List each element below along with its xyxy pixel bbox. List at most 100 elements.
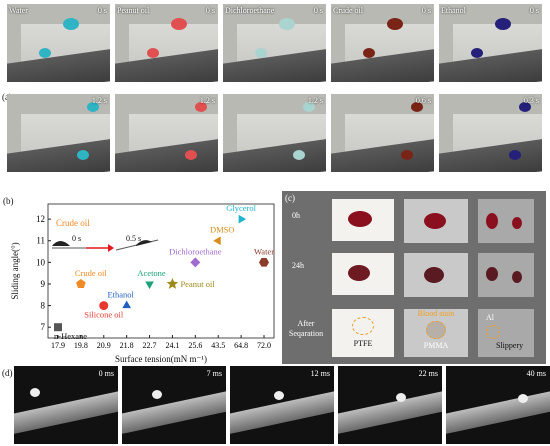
point-silicone-oil (99, 301, 109, 311)
droplet (396, 392, 406, 402)
x-tick-label: 20.9 (97, 341, 111, 350)
y-tick-label: 8 (41, 301, 46, 311)
blood-stain-label: Blood stain (417, 309, 455, 318)
point-dmso (213, 236, 221, 246)
liquid-label: Water (9, 6, 28, 15)
point-dichloroethane (190, 257, 201, 268)
point-n-hexane (54, 323, 62, 332)
droplet (518, 394, 528, 403)
tile-top-3: Crude oil 0 s (331, 4, 434, 82)
row-label-24h: 24h (292, 261, 304, 270)
inset-time-end: 0.5 s (126, 234, 141, 243)
time-label: 0.3 s (523, 96, 539, 105)
inset-image: Crude oil 0 s 0.5 s (52, 218, 159, 252)
al-after: Al Slippery (478, 309, 534, 357)
label-dichloroethane: Dichloroethane (169, 246, 222, 256)
y-tick-label: 7 (41, 322, 46, 332)
inset-arrow-head (108, 244, 114, 252)
al-24h (478, 253, 534, 297)
y-tick-label: 10 (36, 257, 46, 267)
frame-time: 40 ms (526, 369, 546, 378)
row-label-0h: 0h (292, 211, 300, 220)
sliding-angle-chart: 7 8 9 10 11 12 17.9 19.8 20.9 21.8 22.7 24.1 25.6 43… (10, 203, 275, 364)
point-ethanol (122, 300, 131, 309)
panel-c-photo-grid: 0h 24h After Seqaration PTFE Blood stain… (282, 191, 546, 364)
ptfe-after: PTFE (332, 309, 394, 357)
liquid-label: Ethanol (441, 6, 466, 15)
panel-d-label: (d) (2, 368, 13, 378)
inset-drop-start (52, 241, 70, 246)
pmma-24h (404, 253, 468, 297)
tile-top-1: Peanut oil 0 s (115, 4, 218, 82)
liquid-label: Crude oil (333, 6, 363, 15)
pmma-label: PMMA (423, 341, 449, 350)
point-water (259, 258, 269, 267)
y-tick-label: 11 (36, 236, 45, 246)
ptfe-label: PTFE (353, 339, 373, 348)
label-water: Water (254, 246, 274, 256)
liquid-label: Peanut oil (117, 6, 150, 15)
x-axis-ticks: 17.9 19.8 20.9 21.8 22.7 24.1 25.6 43.5 64.8 72.0 (51, 335, 271, 350)
frame-time: 7 ms (206, 369, 222, 378)
liquid-label: Dichloroethane (225, 6, 275, 15)
y-axis-ticks: 7 8 9 10 11 12 (36, 214, 51, 332)
frame-3: 22 ms (338, 366, 442, 444)
ptfe-24h (332, 253, 394, 295)
tile-bottom-2: 1.2 s (223, 94, 326, 172)
tile-bottom-3: 0.6 s (331, 94, 434, 172)
time-label: 0 s (421, 6, 431, 15)
label-crude-oil: Crude oil (75, 268, 108, 278)
time-label: 0 s (529, 6, 539, 15)
label-glycerol: Glycerol (226, 203, 256, 213)
tile-bottom-1: 1.2 s (115, 94, 218, 172)
inset-drop-end (136, 240, 152, 246)
al-label: Al (486, 313, 494, 322)
droplet (152, 389, 162, 399)
y-tick-label: 9 (41, 279, 46, 289)
x-axis-label: Surface tension(mN m⁻¹) (115, 354, 207, 364)
x-tick-label: 17.9 (51, 341, 65, 350)
pmma-after: Blood stain PMMA (404, 309, 468, 357)
frame-4: 40 ms (446, 366, 550, 444)
x-tick-label: 64.8 (234, 341, 248, 350)
tile-bottom-0: 1.2 s (7, 94, 110, 172)
point-glycerol (238, 214, 247, 224)
label-acetone: Acetone (137, 268, 166, 278)
point-peanut-oil (166, 277, 179, 289)
point-labels: n-Hexane Crude oil Silicone oil Ethanol Acet… (54, 203, 274, 341)
tile-top-4: Ethanol 0 s (439, 4, 542, 82)
plot-frame (47, 203, 275, 339)
label-silicone-oil: Silicone oil (84, 310, 124, 320)
label-n-hexane: n-Hexane (54, 331, 87, 341)
label-dmso: DMSO (210, 225, 235, 235)
time-label: 0 s (205, 6, 215, 15)
label-ethanol: Ethanol (107, 290, 134, 300)
time-label: 0 s (313, 6, 323, 15)
data-points (54, 214, 269, 332)
point-acetone (145, 281, 154, 289)
label-peanut-oil: Peanut oil (180, 279, 215, 289)
droplet (30, 388, 40, 397)
x-tick-label: 21.8 (120, 341, 134, 350)
tile-top-2: Dichloroethane 0 s (223, 4, 326, 82)
time-label: 1.2 s (307, 96, 323, 105)
frame-2: 12 ms (230, 366, 334, 444)
x-tick-label: 24.1 (165, 341, 179, 350)
inset-title: Crude oil (56, 218, 90, 228)
time-label: 0.6 s (415, 96, 431, 105)
time-label: 1.2 s (91, 96, 107, 105)
frame-1: 7 ms (122, 366, 226, 444)
x-tick-label: 25.6 (188, 341, 202, 350)
droplet (274, 391, 284, 400)
panel-b-label: (b) (3, 196, 14, 206)
slippery-label: Slippery (496, 341, 524, 350)
frame-time: 22 ms (418, 369, 438, 378)
y-axis-label: Sliding angle(°) (10, 242, 20, 299)
x-tick-label: 72.0 (257, 341, 271, 350)
row-label-after: After Seqaration (288, 319, 324, 338)
y-tick-label: 12 (36, 214, 45, 224)
time-label: 1.2 s (199, 96, 215, 105)
frame-time: 0 ms (98, 369, 114, 378)
point-crude-oil (76, 278, 86, 289)
inset-time-start: 0 s (72, 234, 81, 243)
